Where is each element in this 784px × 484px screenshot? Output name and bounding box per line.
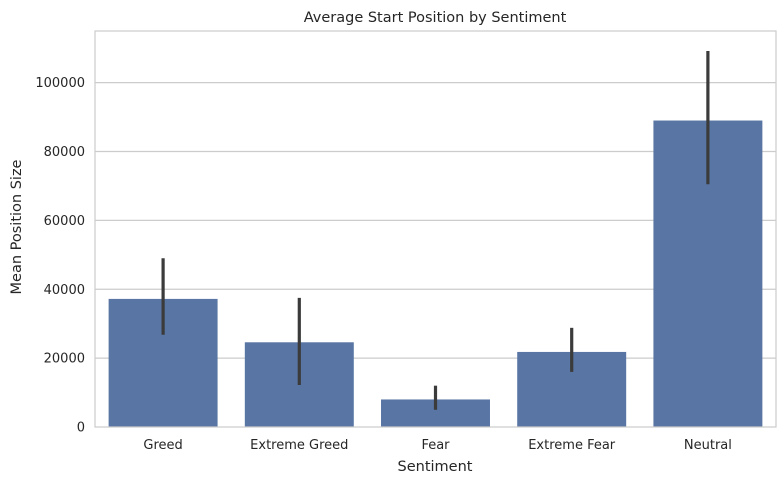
x-tick-labels: Greed Extreme Greed Fear Extreme Fear Neutra…	[143, 438, 731, 453]
x-tick-label: Greed	[143, 438, 182, 453]
y-tick-label: 100000	[35, 76, 85, 91]
x-tick-label: Neutral	[684, 438, 732, 453]
y-axis-label: Mean Position Size	[9, 159, 25, 294]
x-tick-label: Extreme Greed	[250, 438, 348, 453]
y-tick-label: 0	[77, 421, 85, 436]
y-tick-labels: 0 20000 40000 60000 80000 100000	[35, 76, 85, 435]
plot-area-frame	[94, 30, 777, 428]
y-tick-label: 20000	[44, 352, 85, 367]
x-tick-label: Extreme Fear	[528, 438, 616, 453]
chart-title: Average Start Position by Sentiment	[304, 10, 567, 26]
bars	[108, 120, 763, 428]
x-axis-label: Sentiment	[398, 459, 473, 475]
error-bars	[161, 50, 710, 410]
y-tick-label: 80000	[44, 145, 85, 160]
y-tick-label: 60000	[44, 214, 85, 229]
x-tick-label: Fear	[421, 438, 450, 453]
y-tick-label: 40000	[44, 283, 85, 298]
